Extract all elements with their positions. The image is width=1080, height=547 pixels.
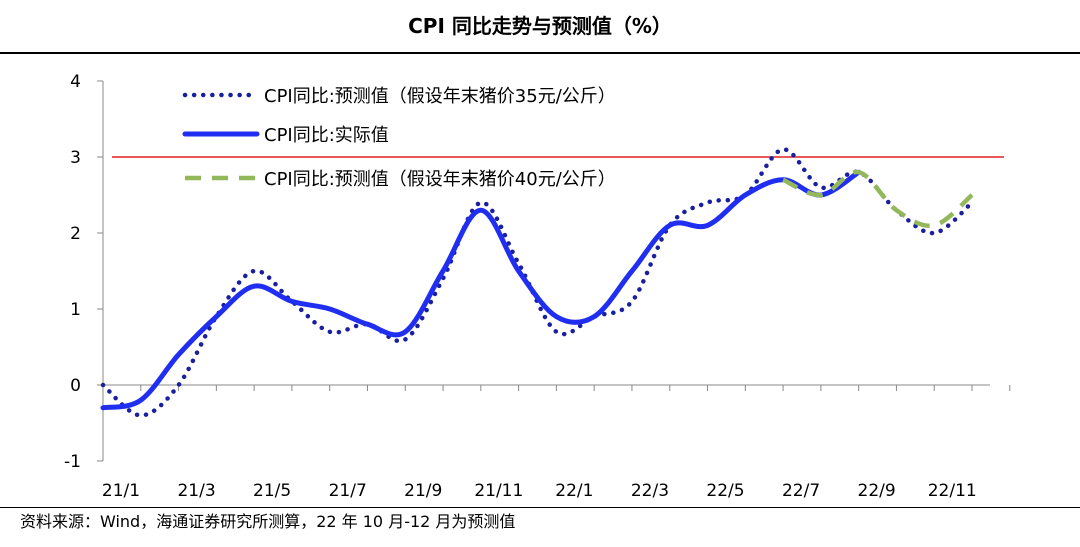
x-tick-label: 22/5 [706, 481, 744, 501]
x-tick-label: 21/3 [177, 481, 215, 501]
y-tick-label: 2 [70, 224, 81, 244]
y-tick-label: 4 [70, 72, 81, 92]
x-tick-label: 22/11 [928, 481, 977, 501]
x-tick-label: 22/7 [782, 481, 820, 501]
y-tick-label: -1 [64, 452, 81, 472]
x-tick-label: 22/3 [631, 481, 669, 501]
x-tick-label: 22/9 [858, 481, 896, 501]
series-forecast-40-line [782, 169, 974, 229]
series-actual-line [100, 169, 862, 411]
x-tick-label: 22/1 [555, 481, 593, 501]
x-tick-label: 21/7 [329, 481, 367, 501]
legend-forecast-35-label: CPI同比:预测值（假设年末猪价35元/公斤） [264, 86, 616, 107]
footer-divider [0, 507, 1080, 508]
x-tick-label: 21/5 [253, 481, 291, 501]
x-tick-label: 21/1 [102, 481, 140, 501]
legend-forecast-40-label: CPI同比:预测值（假设年末猪价40元/公斤） [264, 169, 616, 190]
x-tick-label: 21/11 [474, 481, 523, 501]
legend-actual-label: CPI同比:实际值 [264, 125, 389, 146]
chart-title: CPI 同比走势与预测值（%） [408, 14, 672, 38]
series-forecast-35-line [100, 147, 975, 418]
x-tick-label: 21/9 [404, 481, 442, 501]
source-note: 资料来源：Wind，海通证券研究所测算，22 年 10 月-12 月为预测值 [20, 512, 516, 531]
title-divider [0, 52, 1080, 54]
y-tick-label: 1 [70, 300, 81, 320]
y-tick-label: 3 [70, 148, 81, 168]
y-tick-label: 0 [70, 376, 81, 396]
